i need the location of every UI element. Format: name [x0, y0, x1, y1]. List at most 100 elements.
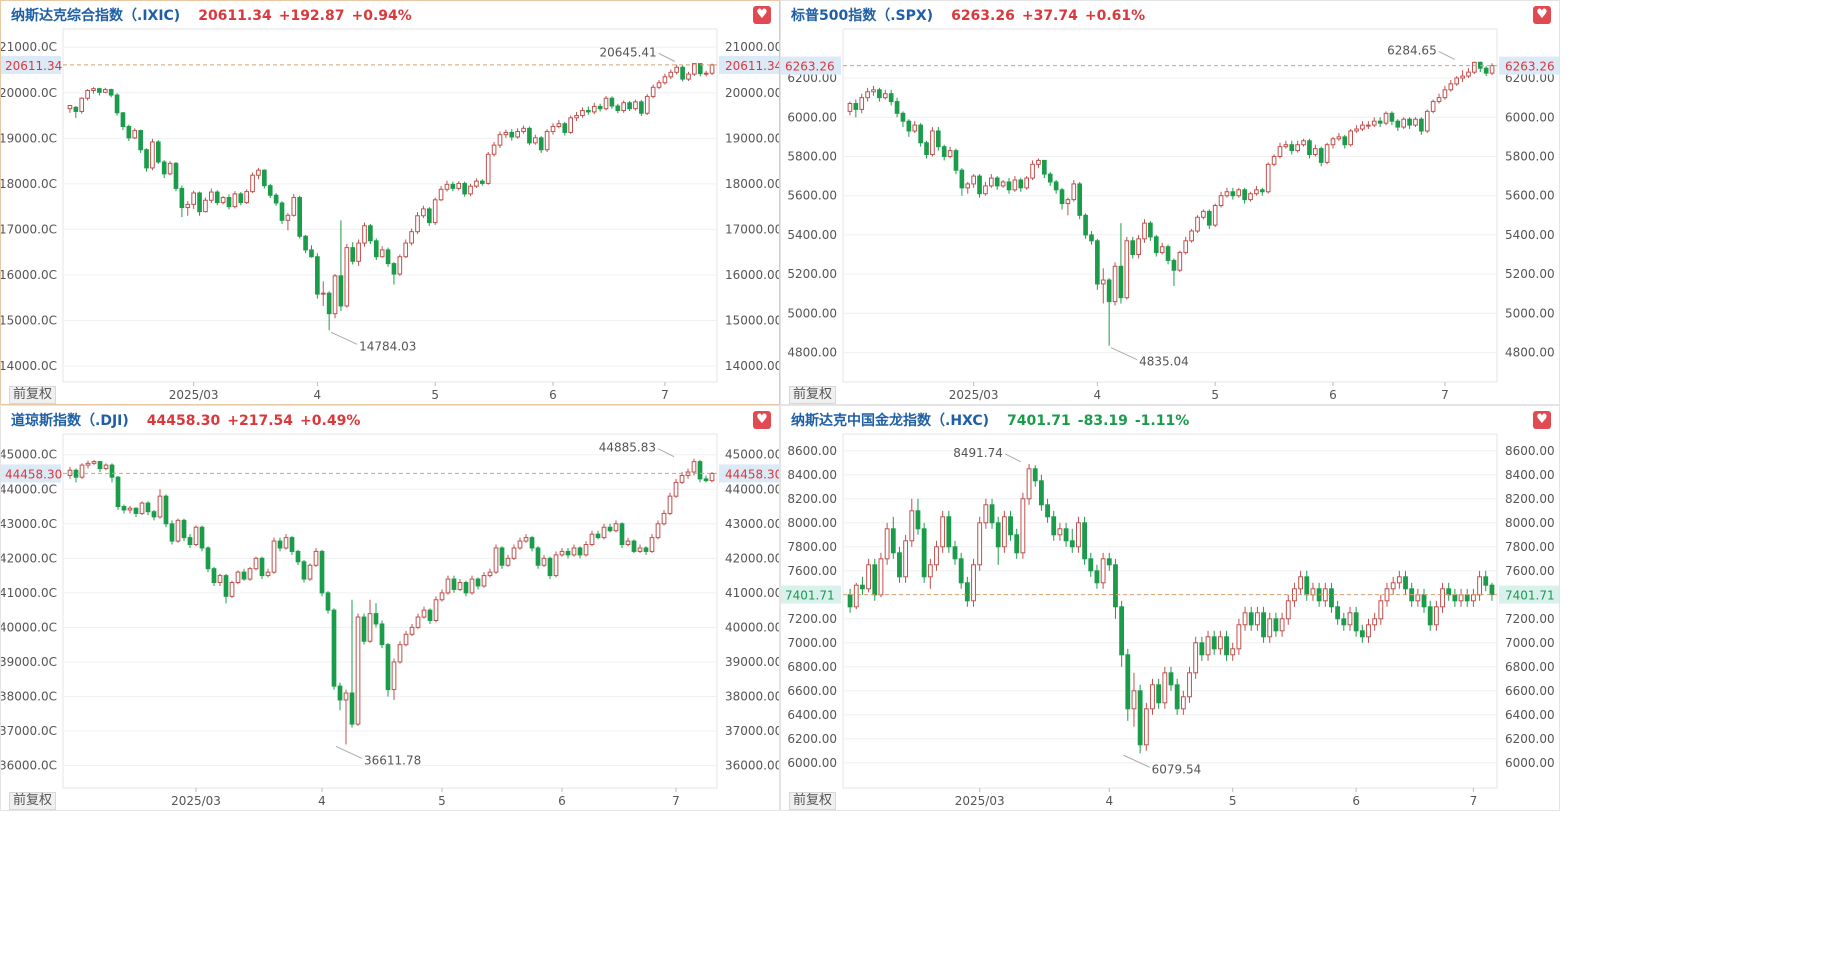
candle-body	[964, 582, 970, 602]
candle-body	[909, 510, 915, 542]
candle-body	[1396, 576, 1402, 584]
candle-body	[326, 292, 332, 315]
candle-body	[1458, 594, 1464, 602]
candle-body	[1171, 259, 1177, 271]
candle-body	[391, 263, 397, 275]
favorite-heart-icon[interactable]: ♥	[753, 411, 771, 429]
index-price: 44458.30	[146, 413, 221, 429]
min-annotation-label: 6079.54	[1152, 762, 1202, 776]
candle-body	[1106, 558, 1112, 566]
y-tick-label-right: 4800.00	[1505, 346, 1555, 360]
y-tick-label-right: 5800.00	[1505, 149, 1555, 163]
candle-body	[1212, 205, 1218, 226]
candle-body	[571, 547, 577, 556]
candle-body	[309, 249, 314, 258]
x-tick-label: 6	[1352, 794, 1360, 808]
candle-body	[173, 162, 179, 189]
candle-body	[409, 231, 414, 244]
candle-body	[577, 547, 583, 556]
candle-body	[1059, 189, 1065, 205]
candle-body	[1000, 181, 1006, 187]
candle-body	[1342, 136, 1348, 146]
candle-body	[337, 685, 343, 701]
candle-body	[271, 540, 277, 573]
candle-body	[315, 256, 320, 295]
adjust-toggle-button[interactable]: 前复权	[9, 792, 57, 810]
last-price-label-left: 6263.26	[785, 60, 835, 74]
candle-body	[265, 571, 271, 577]
candle-body	[1285, 600, 1291, 620]
candle-body	[169, 523, 175, 542]
chart-panel-ixic[interactable]: 纳斯达克综合指数（.IXIC) 20611.34 +192.87 +0.94% ♥ 1…	[0, 0, 780, 405]
candle-body	[644, 95, 650, 114]
index-name[interactable]: 道琼斯指数（.DJI)	[11, 413, 129, 429]
candle-body	[79, 97, 85, 112]
index-name[interactable]: 纳斯达克中国金龙指数（.HXC)	[791, 413, 990, 429]
candle-body	[445, 578, 451, 594]
candlestick-chart[interactable]: 36000.0C 36000.00 37000.0C 37000.00 38000.0C…	[1, 406, 780, 811]
candle-body	[456, 182, 462, 189]
adjust-toggle-button[interactable]: 前复权	[789, 792, 837, 810]
candle-body	[1318, 148, 1324, 163]
chart-panel-hxc[interactable]: 纳斯达克中国金龙指数（.HXC) 7401.71 -83.19 -1.11% ♥ 60…	[780, 405, 1560, 811]
y-tick-label-right: 6200.00	[1505, 732, 1555, 746]
y-tick-label-right: 45000.00	[725, 448, 780, 462]
candle-body	[297, 197, 303, 237]
candle-body	[385, 249, 391, 265]
y-tick-label-left: 6400.00	[787, 708, 837, 722]
y-tick-label-right: 36000.00	[725, 759, 780, 773]
candle-body	[591, 105, 597, 113]
index-name[interactable]: 标普500指数（.SPX)	[791, 8, 934, 24]
adjust-toggle-button[interactable]: 前复权	[9, 386, 57, 404]
candle-body	[971, 175, 976, 185]
favorite-heart-icon[interactable]: ♥	[1533, 411, 1551, 429]
candle-body	[350, 247, 356, 262]
candle-body	[187, 537, 193, 546]
candlestick-chart[interactable]: 4800.00 4800.00 5000.00 5000.00 5200.00 5200.…	[781, 1, 1560, 405]
candlestick-chart[interactable]: 6000.00 6000.00 6200.00 6200.00 6400.00 6400.…	[781, 406, 1560, 811]
candle-body	[639, 101, 644, 114]
y-tick-label-left: 7600.00	[787, 564, 837, 578]
candlestick-chart[interactable]: 14000.0C 14000.00 15000.0C 15000.00 16000.0C…	[1, 1, 780, 405]
candle-body	[1020, 498, 1026, 554]
candle-body	[1136, 238, 1141, 256]
favorite-heart-icon[interactable]: ♥	[753, 6, 771, 24]
candle-body	[1113, 564, 1118, 608]
y-tick-label-right: 38000.00	[725, 689, 780, 703]
candle-body	[1371, 120, 1377, 126]
candle-body	[995, 522, 1001, 548]
adjust-toggle-button[interactable]: 前复权	[789, 386, 837, 404]
panel-header: 纳斯达克中国金龙指数（.HXC) 7401.71 -83.19 -1.11%	[791, 409, 1189, 433]
candle-body	[903, 540, 909, 578]
candle-body	[199, 526, 205, 549]
favorite-heart-icon[interactable]: ♥	[1533, 6, 1551, 24]
candle-body	[1329, 588, 1334, 608]
index-change: +37.74	[1021, 8, 1078, 24]
min-annotation-label: 14784.03	[359, 339, 416, 353]
candle-body	[1267, 618, 1273, 638]
y-tick-label-left: 44000.0C	[1, 482, 57, 496]
candle-body	[1205, 636, 1211, 656]
candle-body	[102, 89, 108, 93]
candle-body	[1273, 618, 1279, 632]
candle-body	[485, 153, 491, 184]
candle-body	[1483, 67, 1489, 74]
chart-panel-dji[interactable]: 道琼斯指数（.DJI) 44458.30 +217.54 +0.49% ♥ 36000…	[0, 405, 780, 811]
candle-body	[1440, 588, 1445, 608]
candle-body	[541, 557, 547, 566]
last-price-label-left: 20611.34	[5, 59, 62, 73]
index-name[interactable]: 纳斯达克综合指数（.IXIC)	[11, 8, 181, 24]
candle-body	[1174, 684, 1180, 710]
candle-body	[379, 623, 385, 646]
chart-panel-spx[interactable]: 标普500指数（.SPX) 6263.26 +37.74 +0.61% ♥ 4800.…	[780, 0, 1560, 405]
candle-body	[1395, 120, 1401, 128]
last-price-tag-right	[1499, 585, 1559, 604]
candle-body	[1106, 279, 1112, 303]
candle-body	[331, 609, 337, 687]
candle-body	[1014, 534, 1020, 554]
candle-body	[941, 146, 947, 157]
x-tick-label: 7	[661, 388, 669, 402]
candle-body	[897, 552, 902, 578]
last-price-label-left: 44458.30	[5, 467, 62, 481]
candle-body	[1324, 144, 1330, 163]
